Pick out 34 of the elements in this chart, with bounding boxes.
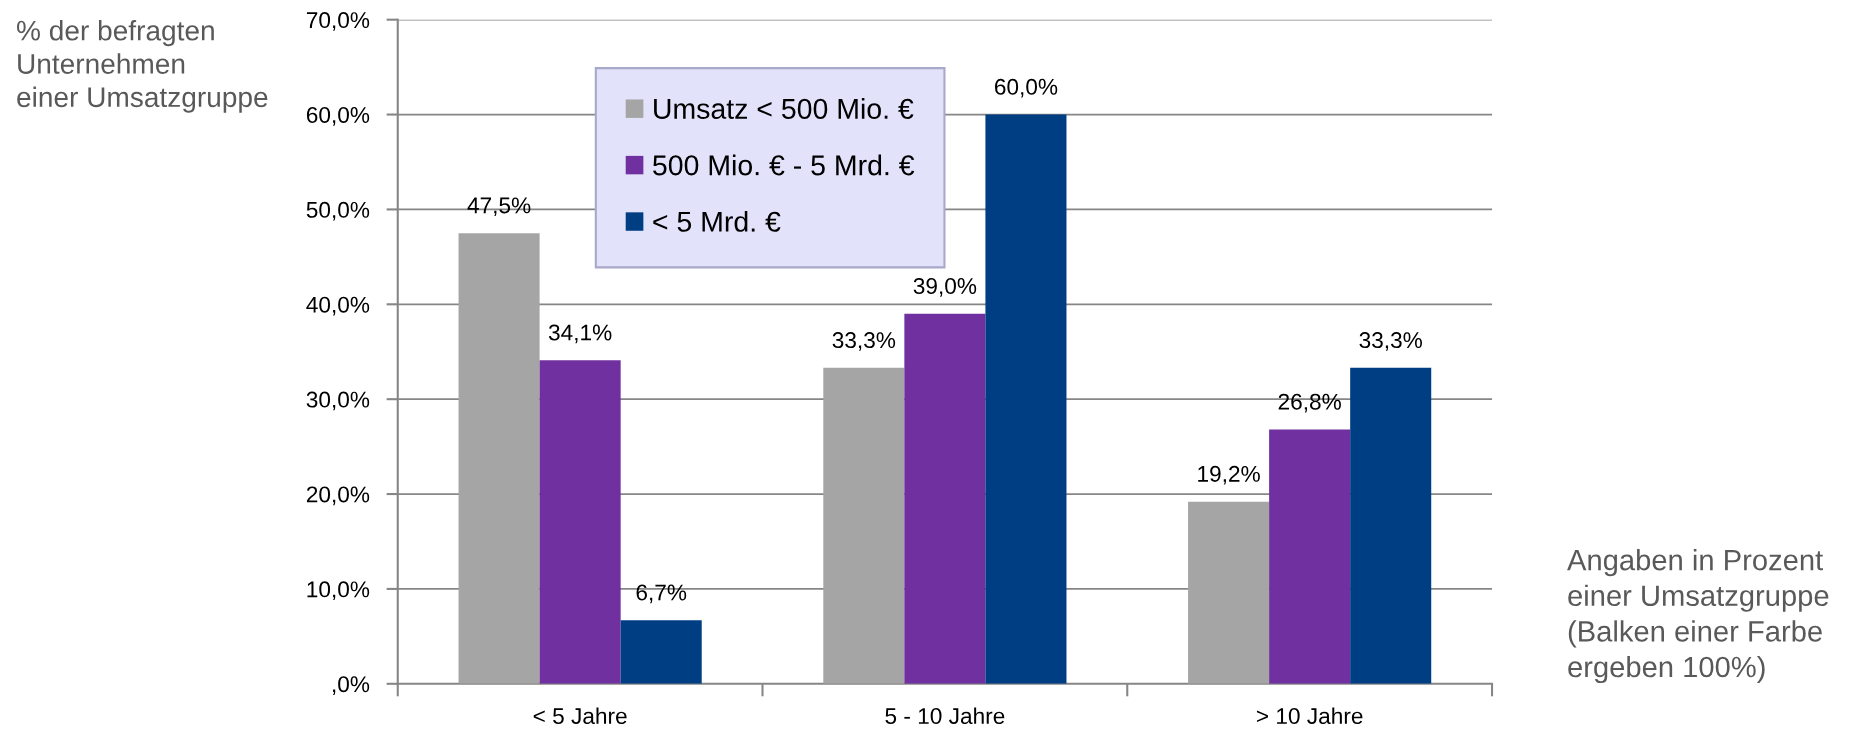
x-tick-label: 5 - 10 Jahre (885, 707, 1005, 725)
data-label: 60,0% (995, 78, 1058, 98)
data-label: 33,3% (1359, 332, 1422, 351)
data-label: 26,8% (1278, 393, 1341, 413)
data-label: 39,0% (913, 278, 977, 297)
bar (985, 114, 1067, 684)
data-label: 19,2% (1198, 465, 1260, 485)
bar (1350, 367, 1432, 684)
bar (904, 313, 986, 684)
bar (458, 233, 540, 684)
bar (620, 620, 702, 684)
legend-label: < 5 Mrd. € (653, 210, 781, 232)
y-tick-label: 40,0% (306, 296, 370, 316)
y-axis-title: % der befragten Unternehmen einer Umsatzgruppe (17, 20, 268, 113)
y-tick-label: 30,0% (306, 391, 370, 411)
x-tick-label: > 10 Jahre (1256, 707, 1363, 725)
y-tick-label: ,0% (333, 676, 370, 695)
y-tick-label: 50,0% (306, 201, 370, 221)
legend-label: Umsatz < 500 Mio. € (654, 98, 914, 119)
data-label: 34,1% (548, 324, 612, 344)
data-label: 33,3% (832, 332, 896, 351)
data-label: 47,5% (467, 197, 531, 217)
bar (1188, 501, 1270, 684)
x-tick-label: < 5 Jahre (533, 707, 627, 725)
bar (1269, 429, 1351, 684)
bar (823, 367, 905, 684)
bar (539, 360, 621, 684)
y-tick-label: 10,0% (307, 581, 370, 601)
y-tick-label: 70,0% (306, 12, 370, 31)
legend-label: 500 Mio. € - 5 Mrd. € (653, 154, 915, 176)
y-tick-label: 20,0% (306, 486, 370, 506)
data-label: 6,7% (636, 584, 687, 604)
text: Angaben in Prozent einer Umsatzgruppe (Balken einer Farbe ergeben 100%) (1567, 549, 1829, 684)
y-tick-label: 60,0% (306, 106, 370, 126)
